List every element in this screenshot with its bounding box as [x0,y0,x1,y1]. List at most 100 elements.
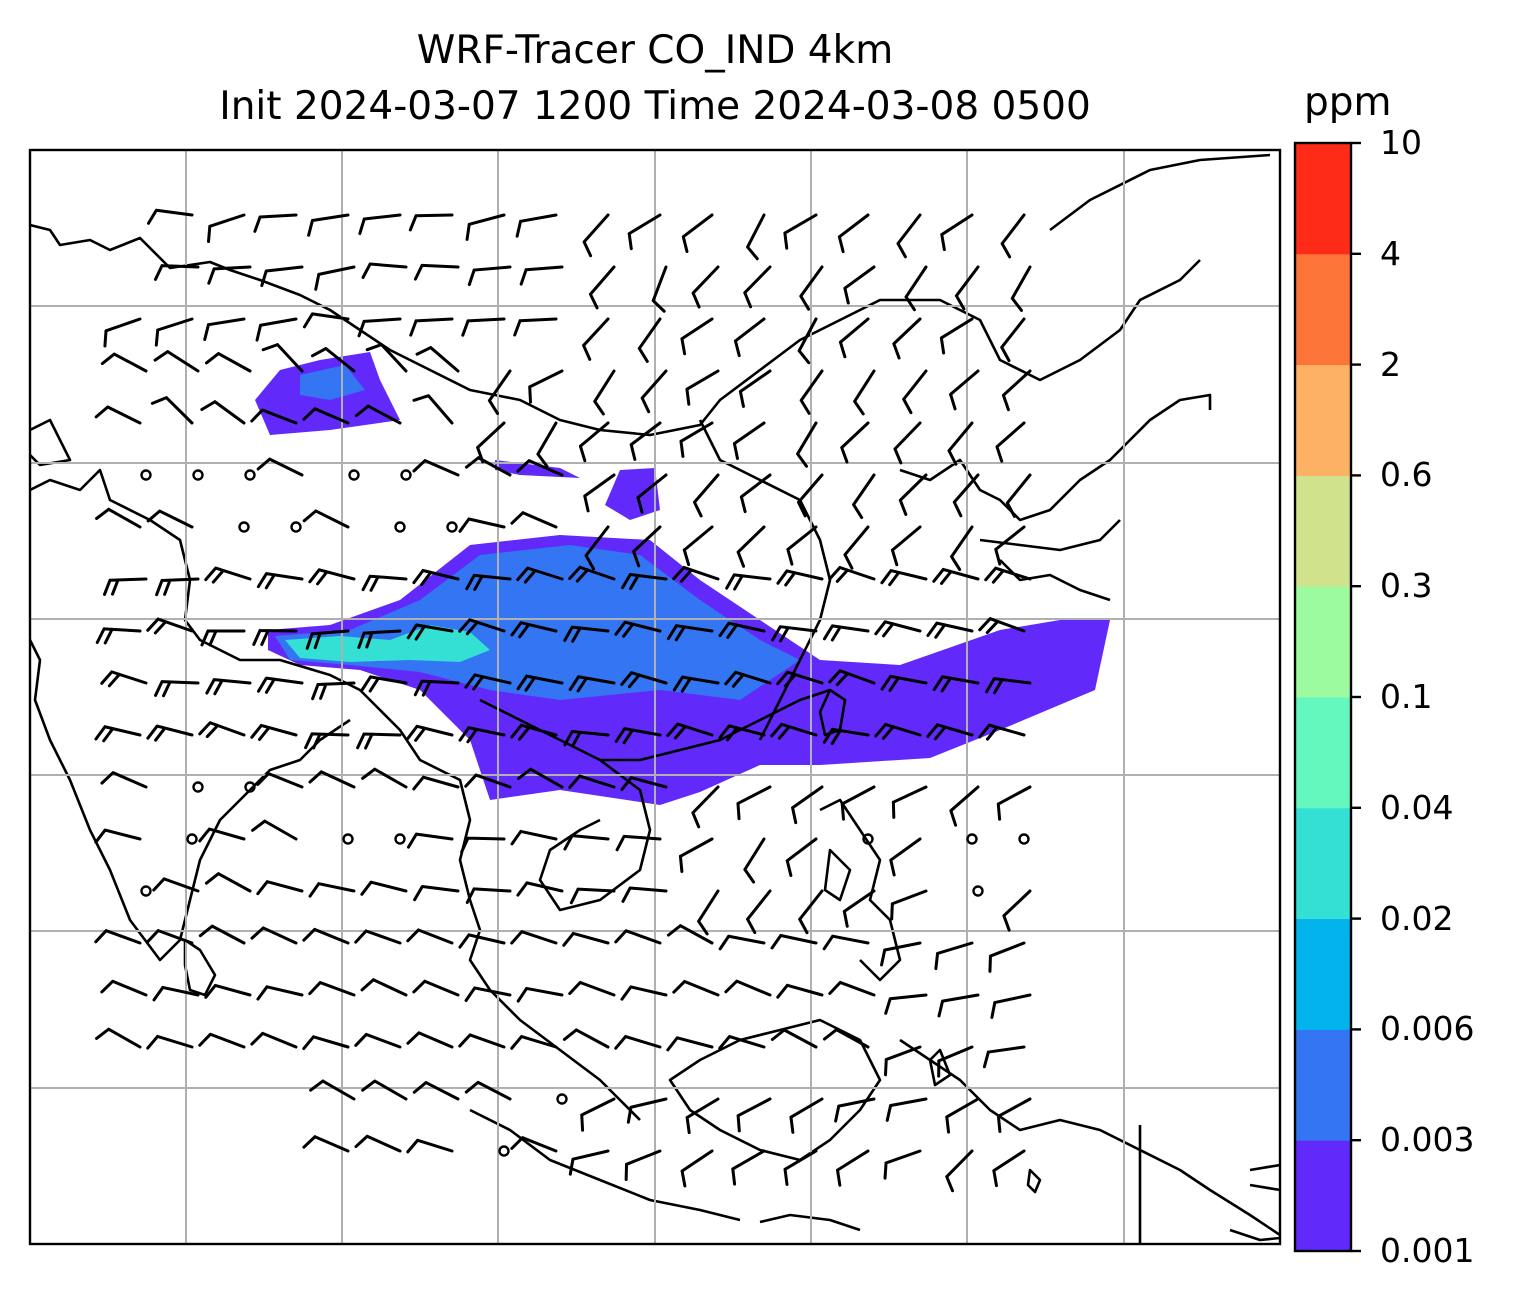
wind-barb [1005,473,1032,518]
wind-barb [536,421,558,468]
colorbar-tick-label: 0.001 [1380,1231,1475,1270]
wind-barb-calm [966,833,978,845]
colorbar-tick-label: 0.003 [1380,1120,1475,1160]
wind-barb [95,627,142,645]
wind-barb [885,1097,928,1122]
wind-barb [464,673,512,691]
wind-barb [412,775,460,791]
wind-barb [786,525,818,566]
wind-barb [680,317,714,356]
wind-barb [996,1097,1032,1133]
wind-barb [880,569,928,587]
wind-barb [155,577,200,597]
wind-barb [198,721,246,739]
wind-barb [666,722,714,740]
wind-barb-calm [394,521,406,533]
wind-barb [94,725,142,743]
wind-barb [569,887,616,905]
wind-barb [308,770,356,789]
wind-barb [95,1027,142,1049]
wind-barb [528,369,564,404]
wind-barb [1010,265,1032,312]
wind-barb-calm [498,1145,510,1157]
wind-barb [510,829,558,846]
wind-barb-calm [394,833,406,845]
wind-barb [614,1035,662,1050]
wind-barb [992,1149,1026,1188]
colorbar-segment [1295,807,1351,920]
gridlines [30,150,1280,1244]
wind-barb [982,1045,1026,1069]
wind-barb [629,421,662,461]
wind-barb [255,317,298,342]
wind-barb [413,263,460,281]
wind-barb [990,993,1032,1020]
wind-barb [954,265,980,311]
wind-barb [314,265,356,291]
wind-barb [100,979,148,997]
wind-barb [360,978,408,997]
wind-barb [103,317,142,348]
wind-barb [516,986,564,1003]
wind-barb [510,621,558,639]
wind-barb [880,674,928,692]
wind-barb [799,265,824,311]
wind-barb-calm [862,833,874,845]
wind-barb-calm [972,885,984,897]
wind-barb [640,369,668,414]
wind-barb [146,1034,194,1050]
wind-barb [357,317,402,338]
wind-barb [893,421,922,465]
wind-barb [458,1033,506,1049]
wind-barb [733,317,766,358]
colorbar-segment [1295,918,1351,1030]
wind-barb [458,933,506,949]
wind-barb [743,837,766,884]
wind-barb [476,421,506,464]
plume-mid-north [300,365,365,400]
wind-barb [632,525,662,568]
wind-barb [256,676,304,694]
wind-barb [621,886,668,903]
wind-barb [582,213,610,258]
wind-barb [837,213,870,254]
wind-barb [731,1149,766,1186]
wind-barb [680,1149,714,1188]
plume-mid [275,545,800,700]
wind-barb [724,979,772,997]
wind-barb [939,317,974,355]
wind-barb [580,1097,616,1132]
wind-barb [198,1032,246,1049]
wind-barb [626,1097,668,1124]
wind-barb [1002,889,1032,932]
wind-barb [950,525,974,572]
colorbar-segment [1295,143,1351,255]
wind-barb [988,941,1026,973]
wind-barb [582,317,610,361]
wind-barb [568,1149,610,1176]
wind-barb [934,941,974,971]
wind-barb [460,836,506,854]
wind-barb [461,317,506,337]
wind-barb [464,1080,512,1101]
colorbar-segment [1295,697,1351,809]
wind-barb [890,889,928,921]
wind-barb [153,264,200,281]
wind-barb [902,369,928,415]
wind-barb [464,986,512,1003]
wind-barb [205,678,252,696]
wind-barb [884,993,928,1015]
wind-barb [516,459,564,477]
wind-barb [874,722,922,740]
wind-barb [413,679,460,697]
wind-barb [406,1031,454,1049]
wind-barb [838,317,870,359]
wind-barb [840,421,870,464]
wind-barb [94,929,142,945]
wind-barb [791,785,824,825]
wind-barb [563,730,610,748]
wind-barb [718,621,766,639]
wind-barb [302,1135,350,1153]
wind-barb [563,625,610,643]
